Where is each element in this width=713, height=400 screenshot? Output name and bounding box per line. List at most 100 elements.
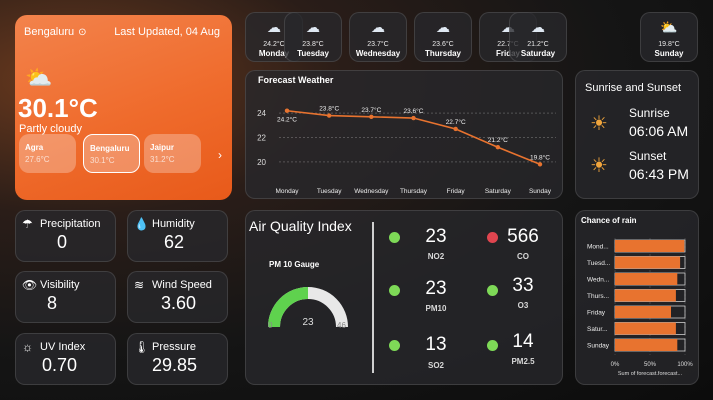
chevron-right-icon[interactable]: › [218, 148, 222, 162]
humidity-value: 62 [164, 232, 185, 252]
x-tick-label: 100% [677, 362, 693, 368]
status-dot [389, 285, 400, 296]
x-tick-label: Saturday [485, 188, 512, 195]
sunrise-icon: ☀ [590, 113, 608, 135]
current-condition: Partly cloudy [19, 123, 82, 135]
chance-of-rain-card: Chance of rain Mond... Tuesd... Wedn... Thu… [575, 210, 699, 385]
forecast-day-card: ☁ 23.8°C Tuesday [284, 12, 342, 62]
precipitation-value: 0 [57, 232, 68, 252]
forecast-day-name: Wednesday [355, 49, 401, 58]
eye-icon: 👁 [22, 278, 38, 292]
y-tick-label: Friday [587, 310, 606, 317]
pm10-gauge: 23 [268, 287, 348, 328]
divider [372, 222, 374, 373]
city-chip-name: Jaipur [150, 143, 175, 152]
forecast-day-name: Saturday [520, 49, 556, 58]
humidity-card: 💧 Humidity 62 [127, 210, 228, 262]
current-weather-card: Bengaluru ⊙ Last Updated, 04 Aug ⛅ 30.1°C… [15, 15, 232, 200]
forecast-day-name: Monday [258, 49, 290, 58]
city-chip-temp: 27.6°C [25, 155, 50, 164]
cloud-rain-icon: ☁ [371, 19, 385, 35]
visibility-value: 8 [47, 293, 58, 313]
bar [615, 256, 681, 269]
wind-speed-card: ≋ Wind Speed 3.60 [127, 271, 228, 323]
precipitation-label: Precipitation [40, 218, 101, 230]
data-point [284, 108, 290, 113]
forecast-chart-title: Forecast Weather [258, 75, 334, 85]
visibility-label: Visibility [40, 279, 80, 291]
gauge-fill [268, 287, 309, 328]
y-tick-label: Sunday [587, 343, 610, 350]
y-tick-label: Tuesd... [587, 260, 610, 267]
city-chip-agra[interactable]: Agra 27.6°C [19, 134, 76, 173]
forecast-day-name: Thursday [424, 49, 461, 58]
precipitation-card: ☂ Precipitation 0 [15, 210, 116, 262]
aqi-value: 13 [425, 334, 447, 355]
rain-cloud-icon: ☂ [22, 217, 33, 231]
data-point [326, 113, 332, 118]
bar [615, 273, 678, 285]
partly-sunny-icon: ⛅ [660, 19, 678, 35]
city-chip-name: Agra [25, 143, 44, 152]
x-axis-label: Sum of forecast.forecast... [618, 371, 683, 377]
last-updated: Last Updated, 04 Aug [114, 26, 220, 38]
aqi-name: NO2 [427, 252, 445, 261]
aqi-value: 566 [507, 226, 539, 247]
city-chip-bengaluru[interactable]: Bengaluru 30.1°C [83, 134, 140, 173]
aqi-name: SO2 [427, 361, 444, 370]
bar [615, 240, 685, 252]
y-tick-label: Thurs... [587, 293, 609, 300]
forecast-day-card: ☁ 23.6°C Thursday [414, 12, 472, 62]
status-dot [487, 232, 498, 243]
air-quality-card: Air Quality Index PM 10 Gauge 23 0 46 23… [245, 210, 563, 385]
location-label: Bengaluru ⊙ [24, 26, 87, 38]
x-tick-label: Sunday [529, 188, 552, 195]
sunrise-label: Sunrise [629, 106, 670, 120]
city-chip-temp: 31.2°C [150, 155, 175, 164]
aqi-value: 23 [425, 226, 447, 247]
sunrise-time: 06:06 AM [629, 123, 689, 139]
data-label: 24.2°C [277, 116, 297, 124]
cloud-rain-icon: ☁ [531, 19, 545, 35]
aqi-name: PM2.5 [511, 357, 535, 366]
wind-speed-label: Wind Speed [152, 279, 212, 291]
forecast-day-temp: 24.2°C [263, 41, 285, 48]
wind-icon: ≋ [134, 278, 145, 292]
data-point [495, 145, 501, 150]
y-tick-label: 20 [257, 158, 266, 167]
uv-index-label: UV Index [40, 341, 86, 353]
data-label: 23.8°C [319, 105, 339, 113]
bar [615, 322, 676, 335]
pressure-label: Pressure [152, 341, 197, 353]
gauge-title: PM 10 Gauge [269, 260, 320, 269]
sunset-label: Sunset [629, 149, 667, 163]
data-point [369, 114, 374, 120]
thermometer-icon: 🌡 [134, 340, 150, 354]
location-name: Bengaluru [24, 26, 75, 38]
data-label: 19.8°C [530, 153, 550, 161]
gauge-max: 46 [337, 321, 346, 330]
gauge-min: 0 [268, 321, 273, 330]
rain-bar-chart: Mond... Tuesd... Wedn... Thurs... Friday Satu… [587, 238, 693, 377]
forecast-line-chart: 24 22 20 24.2°C Monday 23.8°C Tuesday 23.7°C Wed… [257, 105, 556, 195]
forecast-day-temp: 22.7°C [497, 41, 519, 48]
y-tick-label: 22 [257, 134, 266, 143]
current-temperature: 30.1°C [18, 93, 98, 123]
air-quality-title: Air Quality Index [249, 218, 352, 234]
uv-index-card: ☼ UV Index 0.70 [15, 333, 116, 385]
forecast-day-card: ☁ 21.2°C Saturday [509, 12, 567, 62]
uv-sun-icon: ☼ [22, 340, 33, 354]
sunset-time: 06:43 PM [629, 166, 689, 182]
forecast-day-card: ⛅ 19.8°C Sunday [640, 12, 698, 62]
data-label: 21.2°C [488, 136, 508, 144]
x-tick-label: Thursday [400, 188, 428, 195]
data-label: 23.6°C [404, 107, 424, 115]
forecast-day-temp: 21.2°C [527, 41, 549, 48]
y-tick-label: Mond... [587, 244, 609, 251]
city-chip-jaipur[interactable]: Jaipur 31.2°C [144, 134, 201, 173]
aqi-value: 23 [425, 278, 447, 299]
gauge-value: 23 [302, 317, 314, 328]
aqi-value: 33 [512, 275, 534, 296]
status-dot [389, 232, 400, 243]
x-tick-label: 0% [611, 362, 620, 368]
